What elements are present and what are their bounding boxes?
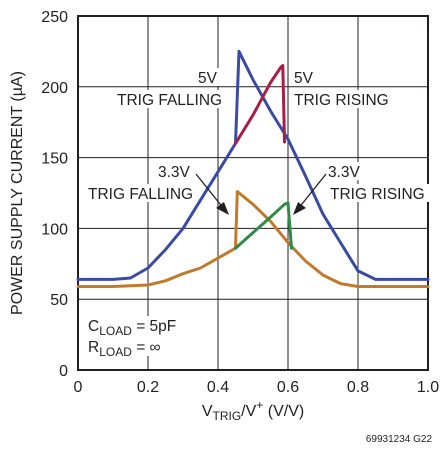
y-tick-label: 200 [41,80,68,97]
condition-cload: CLOAD = 5pF [88,318,176,338]
series-line-1 [234,64,286,145]
x-axis-label: VTRIG/V+ (V/V) [202,398,304,423]
y-tick-label: 100 [41,221,68,238]
figure-id: 69931234 G22 [366,434,433,445]
x-tick-label: 0.2 [137,379,159,396]
condition-rload: RLOAD = ∞ [88,339,161,359]
y-tick-labels: 0 50 100 150 200 250 [41,9,68,380]
y-tick-label: 50 [50,292,68,309]
annotations: 5V TRIG FALLING 5V TRIG RISING 3.3V TRIG… [84,68,430,359]
annotation-3v3-falling-line2: TRIG FALLING [88,186,193,203]
y-tick-label: 0 [59,363,68,380]
x-tick-label: 0.8 [347,379,369,396]
arrow-3v3-falling [195,173,225,210]
arrowhead-3v3-falling [216,202,229,215]
annotation-5v-falling-line1: 5V [198,70,218,87]
x-tick-label: 0.6 [277,379,299,396]
x-tick-label: 0.4 [207,379,229,396]
annotation-3v3-falling-line1: 3.3V [158,164,191,181]
series-line-0 [76,49,430,281]
x-tick-label: 1.0 [417,379,439,396]
y-axis-label: POWER SUPPLY CURRENT (µA) [9,71,26,315]
x-tick-labels: 0 0.2 0.4 0.6 0.8 1.0 [74,379,440,396]
arrow-3v3-rising [297,173,327,210]
annotation-5v-rising-line2: TRIG RISING [294,92,389,109]
annotation-3v3-rising-line1: 3.3V [328,164,361,181]
series-line-2 [76,190,430,288]
annotation-5v-rising-line1: 5V [294,70,314,87]
series-line-3 [234,201,293,250]
y-tick-label: 250 [41,9,68,26]
annotation-5v-falling-line2: TRIG FALLING [117,92,222,109]
y-tick-label: 150 [41,151,68,168]
x-tick-label: 0 [74,379,83,396]
arrowhead-3v3-rising [293,202,306,215]
annotation-3v3-rising-line2: TRIG RISING [330,186,425,203]
series-lines [76,49,430,288]
